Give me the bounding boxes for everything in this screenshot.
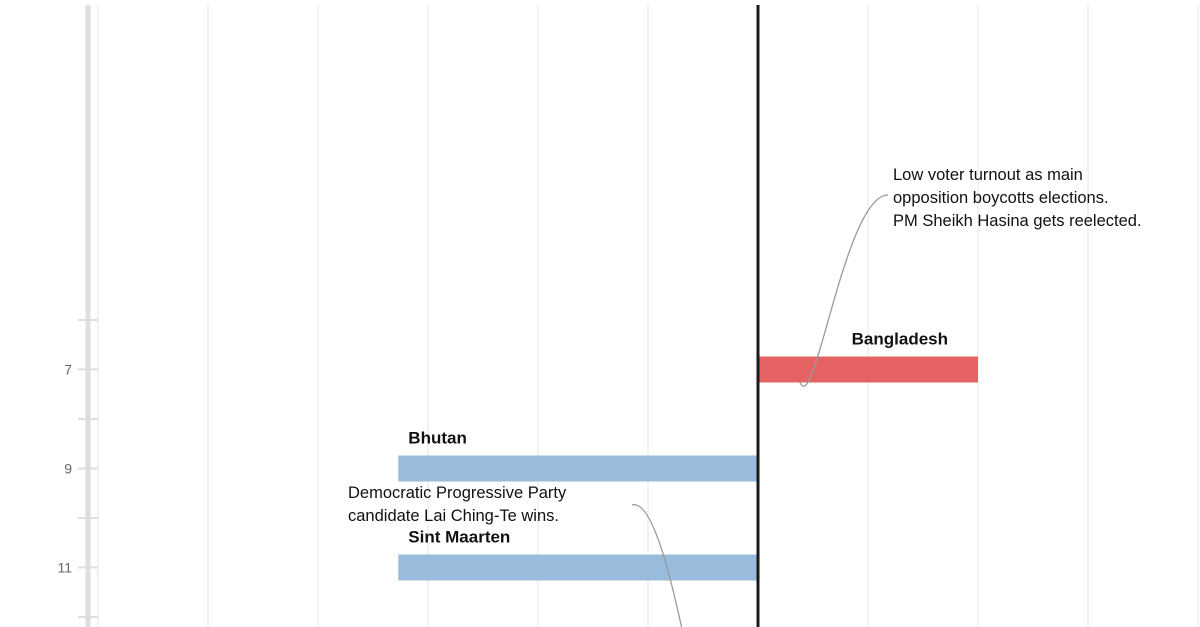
annotation-text: Democratic Progressive Party xyxy=(348,484,567,502)
y-tick-label: 7 xyxy=(64,362,72,378)
y-tick-label: 11 xyxy=(57,560,72,576)
bar-label: Bangladesh xyxy=(852,330,948,349)
annotation-text: Low voter turnout as main xyxy=(893,166,1083,184)
annotation-leader xyxy=(799,194,889,387)
bar-sint-maarten xyxy=(398,554,758,581)
bar-bhutan xyxy=(398,455,758,482)
bar-label: Bhutan xyxy=(408,429,467,448)
bar-bangladesh xyxy=(758,356,978,383)
annotation-text: PM Sheikh Hasina gets reelected. xyxy=(893,212,1142,230)
y-tick-label: 9 xyxy=(64,461,72,477)
y-axis: 79111314 xyxy=(57,5,98,627)
annotation-leader xyxy=(631,504,683,627)
annotation-text: opposition boycotts elections. xyxy=(893,189,1109,207)
gridlines xyxy=(97,5,1199,627)
bar-label: Sint Maarten xyxy=(408,528,510,547)
annotations: Low voter turnout as main opposition boyc… xyxy=(348,166,1142,627)
bars xyxy=(398,356,978,581)
annotation-text: candidate Lai Ching-Te wins. xyxy=(348,507,559,525)
